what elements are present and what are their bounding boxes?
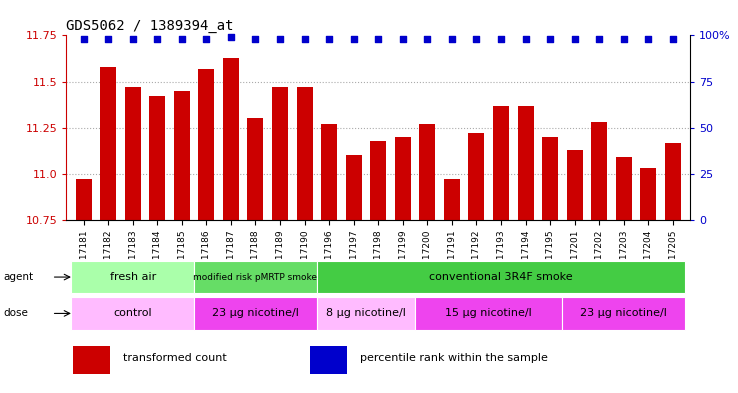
Bar <box>125 87 141 220</box>
Bar <box>615 157 632 220</box>
Point <box>446 36 458 42</box>
Bar <box>415 297 562 330</box>
Bar <box>194 297 317 330</box>
Point <box>520 36 531 42</box>
Point <box>348 36 359 42</box>
Bar <box>72 297 194 330</box>
Point <box>151 36 163 42</box>
Bar <box>562 297 685 330</box>
Bar <box>317 261 685 293</box>
Text: 15 µg nicotine/l: 15 µg nicotine/l <box>445 309 532 318</box>
Point <box>127 36 139 42</box>
Text: 23 µg nicotine/l: 23 µg nicotine/l <box>212 309 299 318</box>
Bar <box>395 137 411 220</box>
Bar <box>194 261 317 293</box>
Text: transformed count: transformed count <box>123 353 227 364</box>
Bar <box>310 346 347 374</box>
Point <box>225 34 237 40</box>
Text: fresh air: fresh air <box>109 272 156 282</box>
Bar <box>100 67 116 220</box>
Text: 23 µg nicotine/l: 23 µg nicotine/l <box>580 309 667 318</box>
Bar <box>419 124 435 220</box>
Point <box>471 36 483 42</box>
Bar <box>72 261 194 293</box>
Bar <box>321 124 337 220</box>
Bar <box>272 87 288 220</box>
Bar <box>469 133 484 220</box>
Point <box>274 36 286 42</box>
Bar <box>641 168 656 220</box>
Bar <box>567 150 582 220</box>
Bar <box>517 106 534 220</box>
Bar <box>174 91 190 220</box>
Text: dose: dose <box>4 309 29 318</box>
Text: conventional 3R4F smoke: conventional 3R4F smoke <box>430 272 573 282</box>
Point <box>421 36 433 42</box>
Point <box>249 36 261 42</box>
Point <box>642 36 654 42</box>
Bar <box>493 106 509 220</box>
Bar <box>75 180 92 220</box>
Bar <box>345 155 362 220</box>
Bar <box>665 143 681 220</box>
Point <box>667 36 679 42</box>
Point <box>77 36 89 42</box>
Point <box>201 36 213 42</box>
Point <box>299 36 311 42</box>
Bar <box>370 141 386 220</box>
Bar <box>247 118 263 220</box>
Point <box>544 36 556 42</box>
Text: modified risk pMRTP smoke: modified risk pMRTP smoke <box>193 273 317 281</box>
Text: GDS5062 / 1389394_at: GDS5062 / 1389394_at <box>66 19 234 33</box>
Bar <box>542 137 558 220</box>
Bar <box>72 346 110 374</box>
Point <box>397 36 409 42</box>
Bar <box>149 96 165 220</box>
Bar <box>297 87 313 220</box>
Text: agent: agent <box>4 272 34 282</box>
Text: percentile rank within the sample: percentile rank within the sample <box>359 353 548 364</box>
Text: 8 µg nicotine/l: 8 µg nicotine/l <box>326 309 406 318</box>
Point <box>103 36 114 42</box>
Bar <box>199 69 214 220</box>
Point <box>618 36 630 42</box>
Point <box>323 36 335 42</box>
Point <box>593 36 605 42</box>
Point <box>176 36 187 42</box>
Point <box>569 36 581 42</box>
Text: control: control <box>114 309 152 318</box>
Bar <box>591 122 607 220</box>
Bar <box>444 180 460 220</box>
Point <box>373 36 384 42</box>
Bar <box>223 57 239 220</box>
Point <box>495 36 507 42</box>
Bar <box>317 297 415 330</box>
